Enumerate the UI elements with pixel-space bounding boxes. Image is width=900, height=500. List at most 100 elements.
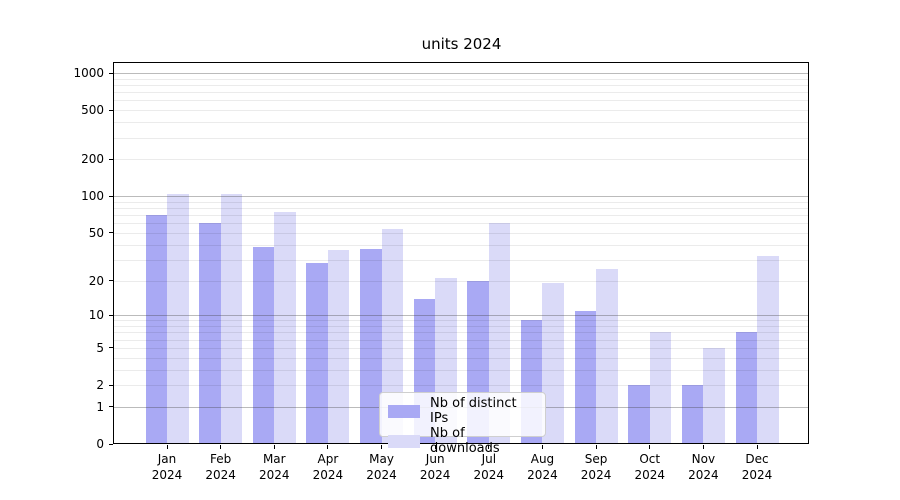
y-tick-label: 1	[96, 399, 104, 414]
gridline-major	[114, 196, 808, 198]
x-tick-label-may: May 2024	[366, 452, 397, 482]
gridline-minor	[114, 369, 808, 371]
gridline-minor	[114, 385, 808, 386]
bar-nov-distinct-ips	[681, 385, 704, 444]
bar-feb-distinct-ips	[199, 223, 221, 444]
x-tick-mark	[595, 445, 597, 449]
bar-jul-downloads	[488, 223, 511, 444]
gridline-minor	[114, 100, 808, 102]
y-tick-mark	[109, 406, 113, 408]
x-tick-label-jan: Jan 2024	[151, 452, 183, 482]
gridline-minor	[114, 84, 808, 86]
x-tick-mark	[327, 445, 329, 449]
y-tick-mark	[109, 195, 113, 197]
legend-swatch-downloads	[388, 434, 420, 448]
gridline-minor	[114, 208, 808, 210]
x-tick-label-mar: Mar 2024	[258, 452, 290, 482]
gridline-minor	[114, 215, 808, 217]
bar-jan-distinct-ips	[145, 215, 167, 444]
bar-oct-distinct-ips	[628, 385, 650, 444]
x-tick-mark	[434, 445, 436, 449]
y-tick-label: 2	[96, 378, 104, 392]
y-tick-label: 100	[81, 189, 104, 204]
bar-oct-downloads	[649, 332, 672, 444]
x-tick-mark	[649, 445, 651, 449]
bar-apr-downloads	[327, 250, 350, 444]
bar-jan-downloads	[167, 193, 189, 444]
y-tick-mark	[109, 384, 113, 386]
legend-entry-downloads: Nb of downloads	[388, 426, 537, 456]
bar-dec-distinct-ips	[735, 332, 757, 444]
gridline-minor	[114, 78, 808, 80]
bar-may-downloads	[381, 228, 404, 444]
x-tick-label-oct: Oct 2024	[634, 452, 665, 482]
plot-border	[113, 62, 809, 444]
y-tick-mark	[109, 109, 113, 111]
y-tick-label: 200	[81, 152, 104, 167]
gridline-minor	[114, 339, 808, 341]
x-tick-mark	[166, 445, 168, 449]
x-tick-mark	[488, 445, 490, 449]
legend-swatch-distinct-ips	[388, 404, 420, 418]
gridline-minor	[114, 159, 808, 161]
y-tick-label: 5	[96, 340, 104, 355]
gridline-minor	[114, 92, 808, 94]
x-tick-label-apr: Apr 2024	[312, 452, 344, 482]
y-tick-mark	[109, 158, 113, 160]
gridline-minor	[114, 232, 808, 234]
x-tick-label-jun: Jun 2024	[419, 452, 451, 482]
legend: Nb of distinct IPs Nb of downloads	[379, 392, 546, 456]
gridline-minor	[114, 357, 808, 359]
y-tick-label: 0	[96, 437, 104, 451]
bar-feb-downloads	[220, 193, 243, 444]
y-tick-label: 10	[88, 308, 104, 323]
legend-label-distinct-ips: Nb of distinct IPs	[430, 396, 517, 426]
bar-may-distinct-ips	[360, 248, 382, 444]
gridline-minor	[114, 332, 808, 334]
bar-aug-downloads	[542, 283, 564, 444]
gridline-minor	[114, 320, 808, 322]
x-tick-mark	[220, 445, 222, 449]
x-tick-label-dec: Dec 2024	[741, 452, 773, 482]
y-tick-mark	[109, 314, 113, 316]
gridline-minor	[114, 122, 808, 124]
y-tick-mark	[109, 280, 113, 281]
x-tick-label-nov: Nov 2024	[688, 452, 719, 482]
gridline-minor	[114, 223, 808, 225]
x-tick-mark	[381, 445, 383, 449]
gridline-major	[114, 315, 808, 317]
gridline-minor	[114, 347, 808, 349]
gridline-minor	[114, 244, 808, 246]
gridline-minor	[114, 110, 808, 112]
y-tick-label: 1000	[73, 66, 104, 80]
bar-sep-distinct-ips	[574, 310, 597, 444]
chart-title: units 2024	[421, 35, 502, 53]
y-tick-label: 20	[88, 273, 104, 288]
bar-mar-downloads	[274, 212, 296, 444]
y-tick-label: 50	[88, 225, 104, 240]
x-tick-mark	[756, 445, 758, 449]
legend-label-downloads: Nb of downloads	[430, 426, 500, 456]
x-tick-label-feb: Feb 2024	[205, 452, 236, 482]
legend-entry-distinct-ips: Nb of distinct IPs	[388, 396, 537, 426]
y-tick-mark	[109, 232, 113, 234]
x-tick-label-jul: Jul 2024	[473, 452, 505, 482]
bar-mar-distinct-ips	[252, 247, 275, 444]
y-tick-mark	[109, 347, 113, 349]
gridline-minor	[114, 259, 808, 261]
bar-dec-downloads	[757, 256, 779, 444]
bar-nov-downloads	[703, 347, 725, 444]
gridline-minor	[114, 201, 808, 203]
gridline-minor	[114, 280, 808, 282]
y-tick-label: 500	[81, 103, 104, 118]
y-tick-mark	[109, 72, 113, 74]
x-tick-label-aug: Aug 2024	[527, 452, 558, 482]
y-tick-mark	[109, 443, 113, 445]
x-tick-mark	[702, 445, 704, 449]
bar-apr-distinct-ips	[306, 263, 328, 444]
bar-sep-downloads	[596, 269, 618, 444]
x-tick-label-sep: Sep 2024	[580, 452, 612, 482]
